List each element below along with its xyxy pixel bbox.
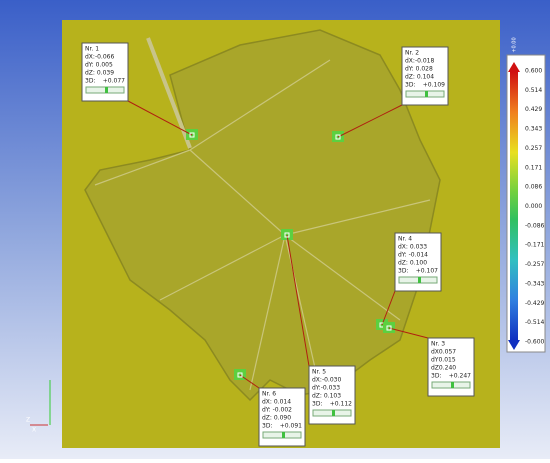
callout-3d-value: +0.112 bbox=[330, 401, 352, 408]
callout-line: dZ: 0.039 bbox=[85, 70, 114, 77]
scale-label: 0.429 bbox=[525, 106, 542, 113]
callout-line: Nr. 3 bbox=[431, 341, 445, 348]
callout-line: dY: -0.002 bbox=[262, 407, 292, 414]
scale-label: -0.600 bbox=[525, 339, 545, 346]
scale-bar bbox=[510, 72, 518, 340]
leader-line bbox=[381, 290, 396, 326]
callout-line: dX:-0.018 bbox=[405, 58, 434, 65]
callout-line: Nr. 1 bbox=[85, 46, 99, 53]
callout-line: dY0.015 bbox=[431, 357, 456, 364]
callout-bar-tick bbox=[451, 382, 454, 388]
scale-label: -0.343 bbox=[525, 280, 545, 287]
callout-3d-label: 3D: bbox=[85, 78, 95, 85]
callout-line: dY: -0.014 bbox=[398, 252, 428, 259]
callout-3d-label: 3D: bbox=[262, 423, 272, 430]
target-marker bbox=[386, 325, 392, 331]
callout-bar-tick bbox=[332, 410, 335, 416]
callout-line: dZ: 0.090 bbox=[262, 415, 291, 422]
callout-line: dX:-0.030 bbox=[312, 377, 341, 384]
callout-3d-value: +0.109 bbox=[423, 82, 445, 89]
callout-line: Nr. 2 bbox=[405, 50, 419, 57]
callout-3d-label: 3D: bbox=[405, 82, 415, 89]
scale-label: -0.171 bbox=[525, 242, 545, 249]
leader-line bbox=[239, 374, 260, 389]
target-marker bbox=[237, 372, 243, 378]
scale-label: 0.514 bbox=[525, 87, 542, 94]
callout-3d-label: 3D: bbox=[431, 373, 441, 380]
axis-x-label: X bbox=[32, 427, 36, 434]
scale-label: 0.086 bbox=[525, 184, 542, 191]
callout-line: dZ: 0.104 bbox=[405, 74, 434, 81]
callout-bar-tick bbox=[282, 432, 285, 438]
callout-bar-tick bbox=[105, 87, 108, 93]
scale-label: 0.000 bbox=[525, 203, 542, 210]
scale-label: -0.429 bbox=[525, 300, 545, 307]
axis-z-label: Z bbox=[26, 417, 30, 424]
callout-line: dX0.057 bbox=[431, 349, 456, 356]
callout-bar-tick bbox=[418, 277, 421, 283]
callout-3d-value: +0.107 bbox=[416, 268, 438, 275]
callout-3d-value: +0.091 bbox=[280, 423, 302, 430]
scale-label: 0.257 bbox=[525, 145, 542, 152]
target-marker bbox=[189, 132, 195, 138]
callout-line: dX: 0.033 bbox=[398, 244, 427, 251]
callout-3d-value: +0.077 bbox=[103, 78, 125, 85]
scale-label: -0.514 bbox=[525, 319, 545, 326]
measure-patch bbox=[383, 322, 395, 333]
callout-line: Nr. 5 bbox=[312, 369, 326, 376]
scale-label: -0.086 bbox=[525, 222, 545, 229]
leaf bbox=[84, 29, 441, 402]
leader-line bbox=[286, 234, 310, 367]
callout-3d-value: +0.247 bbox=[449, 373, 471, 380]
callout-line: dZ0.240 bbox=[431, 365, 456, 372]
scale-label: 0.343 bbox=[525, 126, 542, 133]
callout-line: dX:-0.066 bbox=[85, 54, 114, 61]
callout-line: Nr. 4 bbox=[398, 236, 412, 243]
scale-arrow-top bbox=[508, 62, 520, 72]
leader-line bbox=[337, 104, 403, 138]
measure-patch bbox=[234, 369, 246, 380]
callout-line: dZ: 0.103 bbox=[312, 393, 341, 400]
measure-patch bbox=[281, 229, 293, 240]
target-marker bbox=[335, 134, 341, 140]
callout-line: dY: 0.005 bbox=[85, 62, 113, 69]
scale-label: -0.257 bbox=[525, 261, 545, 268]
callout-line: dY:-0.033 bbox=[312, 385, 340, 392]
leader-line bbox=[388, 327, 429, 339]
scale-label: 0.600 bbox=[525, 68, 542, 75]
callout-line: dZ: 0.100 bbox=[398, 260, 427, 267]
scale-top-label: +0.00 bbox=[512, 37, 518, 52]
target-marker bbox=[284, 232, 290, 238]
callout-line: dX: 0.014 bbox=[262, 399, 291, 406]
callout-3d-label: 3D: bbox=[398, 268, 408, 275]
scale-label: 0.171 bbox=[525, 164, 542, 171]
leader-line bbox=[127, 100, 193, 136]
callout-3d-label: 3D: bbox=[312, 401, 322, 408]
callout-line: Nr. 6 bbox=[262, 391, 276, 398]
callout-line: dY: 0.028 bbox=[405, 66, 433, 73]
scale-arrow-bottom bbox=[508, 340, 520, 350]
callout-bar-tick bbox=[425, 91, 428, 97]
